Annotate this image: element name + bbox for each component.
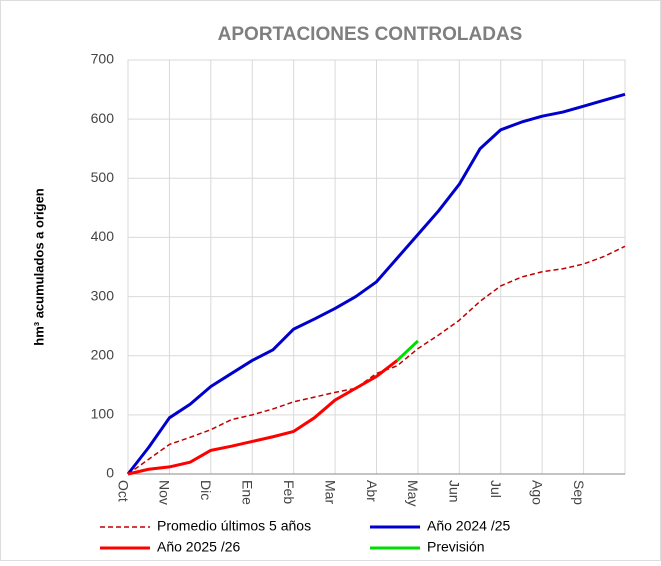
- x-tick-label: Ene: [240, 480, 256, 505]
- chart-title: APORTACIONES CONTROLADAS: [218, 24, 523, 45]
- series-line: [126, 92, 626, 475]
- x-tick-label: Abr: [364, 480, 380, 502]
- x-tick-label: Dic: [198, 480, 214, 500]
- legend-label: Previsión: [427, 539, 485, 555]
- x-tick-label: Jul: [488, 480, 504, 498]
- x-tick-label: Ago: [529, 480, 545, 505]
- y-tick-label: 700: [91, 51, 115, 67]
- x-tick-label: Sep: [571, 480, 587, 505]
- y-tick-label: 100: [91, 406, 115, 422]
- series-line: [127, 359, 399, 476]
- series-line: [127, 245, 626, 475]
- x-tick-label: May: [405, 480, 421, 506]
- y-tick-label: 400: [91, 228, 115, 244]
- y-tick-label: 600: [91, 110, 115, 126]
- x-tick-label: Nov: [157, 480, 173, 505]
- legend-label: Año 2025 /26: [157, 539, 241, 555]
- x-tick-label: Mar: [322, 480, 338, 504]
- y-axis-label: hm³ acumulados a origen: [31, 188, 46, 346]
- y-tick-label: 200: [91, 346, 115, 362]
- x-tick-label: Oct: [115, 480, 131, 502]
- series-line: [396, 339, 419, 362]
- y-tick-label: 300: [91, 287, 115, 303]
- y-tick-label: 0: [106, 465, 114, 481]
- x-tick-label: Jun: [447, 480, 463, 503]
- x-tick-label: Feb: [281, 480, 297, 504]
- y-tick-label: 500: [91, 169, 115, 185]
- legend-label: Promedio últimos 5 años: [157, 518, 311, 534]
- legend-label: Año 2024 /25: [427, 518, 511, 534]
